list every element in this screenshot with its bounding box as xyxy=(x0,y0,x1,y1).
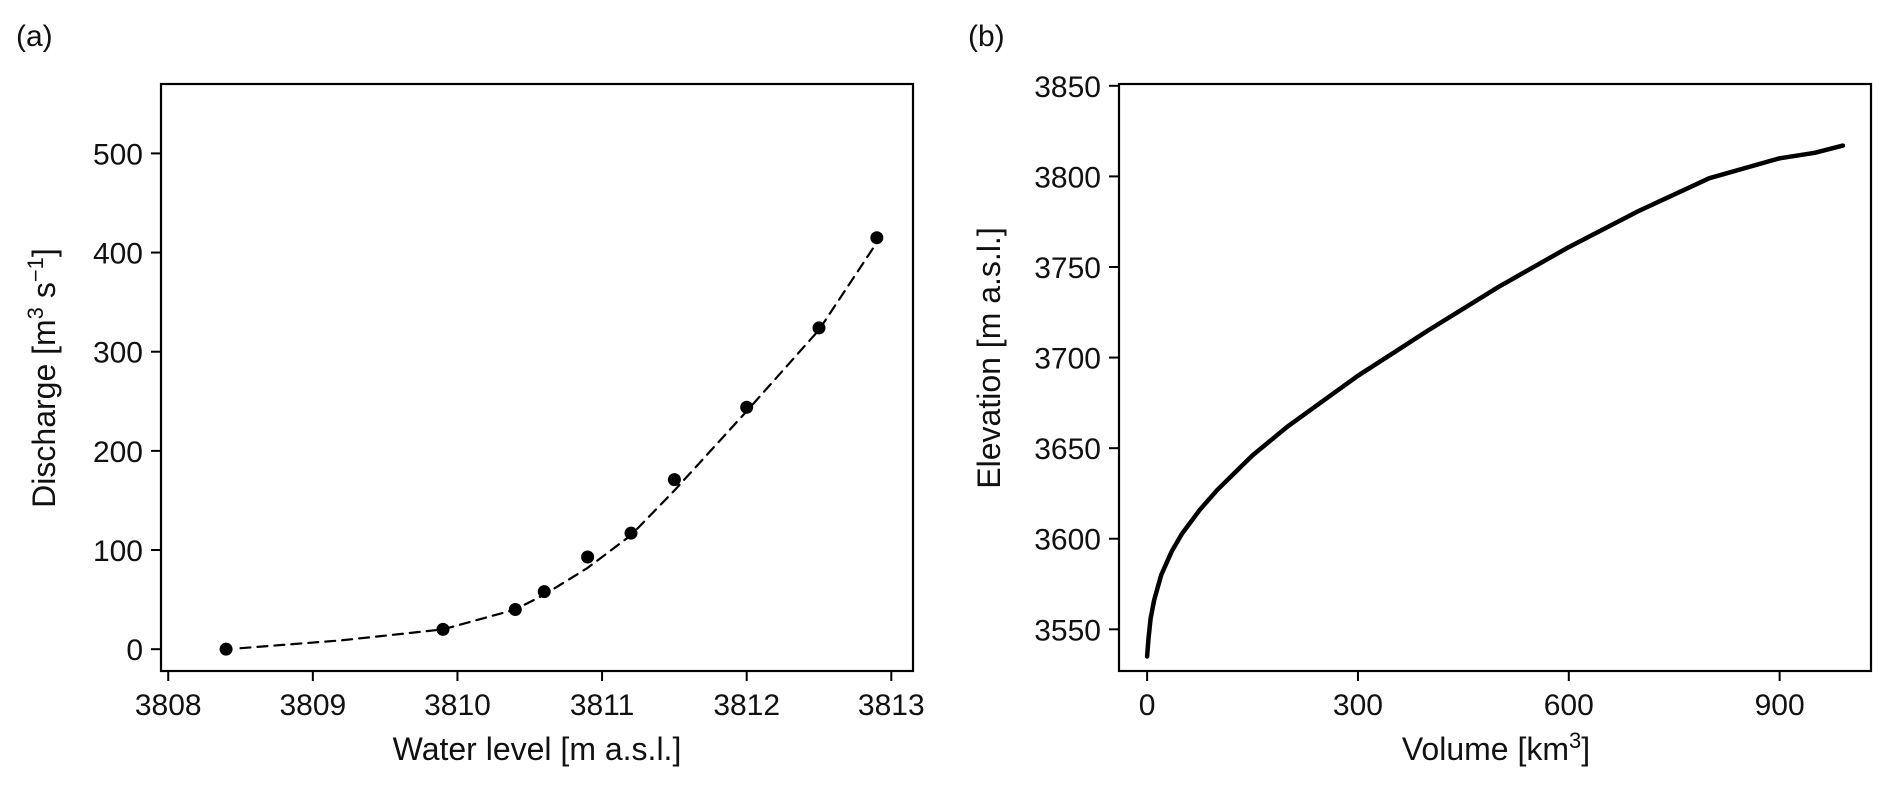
panel-a-data-point xyxy=(537,585,551,599)
panel-a-x-tick-label: 3812 xyxy=(713,689,780,722)
panel-a-x-tick-label: 3810 xyxy=(424,689,491,722)
panel-b-y-tick-label: 3700 xyxy=(1034,343,1101,376)
panel-a-fit-line xyxy=(239,241,878,650)
panel-a-y-tick-label: 0 xyxy=(126,634,143,667)
panel-b-y-tick-label: 3650 xyxy=(1034,433,1101,466)
panel-a-plot-frame xyxy=(159,82,915,673)
panel-a-data-point xyxy=(581,550,595,564)
panel-a-data xyxy=(219,231,884,656)
panel-a-y-tick-label: 400 xyxy=(93,238,143,271)
panel-a-data-point xyxy=(667,473,681,487)
panel-b-y-tick-label: 3850 xyxy=(1034,71,1101,104)
panel-a-data-point xyxy=(870,231,884,245)
panel-a-x-tick-label: 3813 xyxy=(858,689,925,722)
panel-b-letter: (b) xyxy=(968,20,1005,53)
panel-b-y-tick-label: 3750 xyxy=(1034,252,1101,285)
panel-b-y-tick-label: 3800 xyxy=(1034,161,1101,194)
panel-a-y-axis-label: Discharge [m3 s−1] xyxy=(23,248,62,508)
panel-a-letter: (a) xyxy=(16,20,53,53)
panel-a-x-tick-label: 3811 xyxy=(570,689,635,722)
panel-b-x-axis-label: Volume [km3] xyxy=(1402,728,1590,767)
panel-a: (a) 3808 3809 3810 3811 3812 3813 0 100 200 300 40… xyxy=(16,20,925,767)
panel-a-data-point xyxy=(219,642,233,656)
panel-a-data-point xyxy=(740,400,754,414)
panel-b-x-tick-label: 300 xyxy=(1333,689,1383,722)
panel-b-y-tick-label: 3550 xyxy=(1034,614,1101,647)
panel-b-plot-frame xyxy=(1117,82,1873,673)
panel-b-data xyxy=(1144,143,1846,659)
panel-a-x-tick-label: 3809 xyxy=(279,689,346,722)
panel-b-ticks: 0 300 600 900 3550 3600 3650 3700 3750 3800 3850 xyxy=(1034,71,1804,722)
panel-b-series-line xyxy=(1144,143,1846,659)
panel-b-x-tick-label: 0 xyxy=(1139,689,1156,722)
panel-a-x-axis-label: Water level [m a.s.l.] xyxy=(393,731,682,767)
panel-a-x-tick-label: 3808 xyxy=(135,689,202,722)
panel-b-x-tick-label: 600 xyxy=(1544,689,1594,722)
panel-b-y-axis-label: Elevation [m a.s.l.] xyxy=(971,227,1007,488)
panel-a-ticks: 3808 3809 3810 3811 3812 3813 0 100 200 300 400 500 xyxy=(93,138,925,722)
panel-b-x-tick-label: 900 xyxy=(1755,689,1805,722)
panel-a-y-tick-label: 200 xyxy=(93,436,143,469)
panel-a-y-tick-label: 300 xyxy=(93,337,143,370)
panel-a-y-tick-label: 500 xyxy=(93,138,143,171)
panel-b-y-tick-label: 3600 xyxy=(1034,524,1101,557)
panel-b: (b) 0 300 600 900 3550 3600 3650 3700 3750 3800 38… xyxy=(968,20,1873,767)
panel-a-y-tick-label: 100 xyxy=(93,535,143,568)
